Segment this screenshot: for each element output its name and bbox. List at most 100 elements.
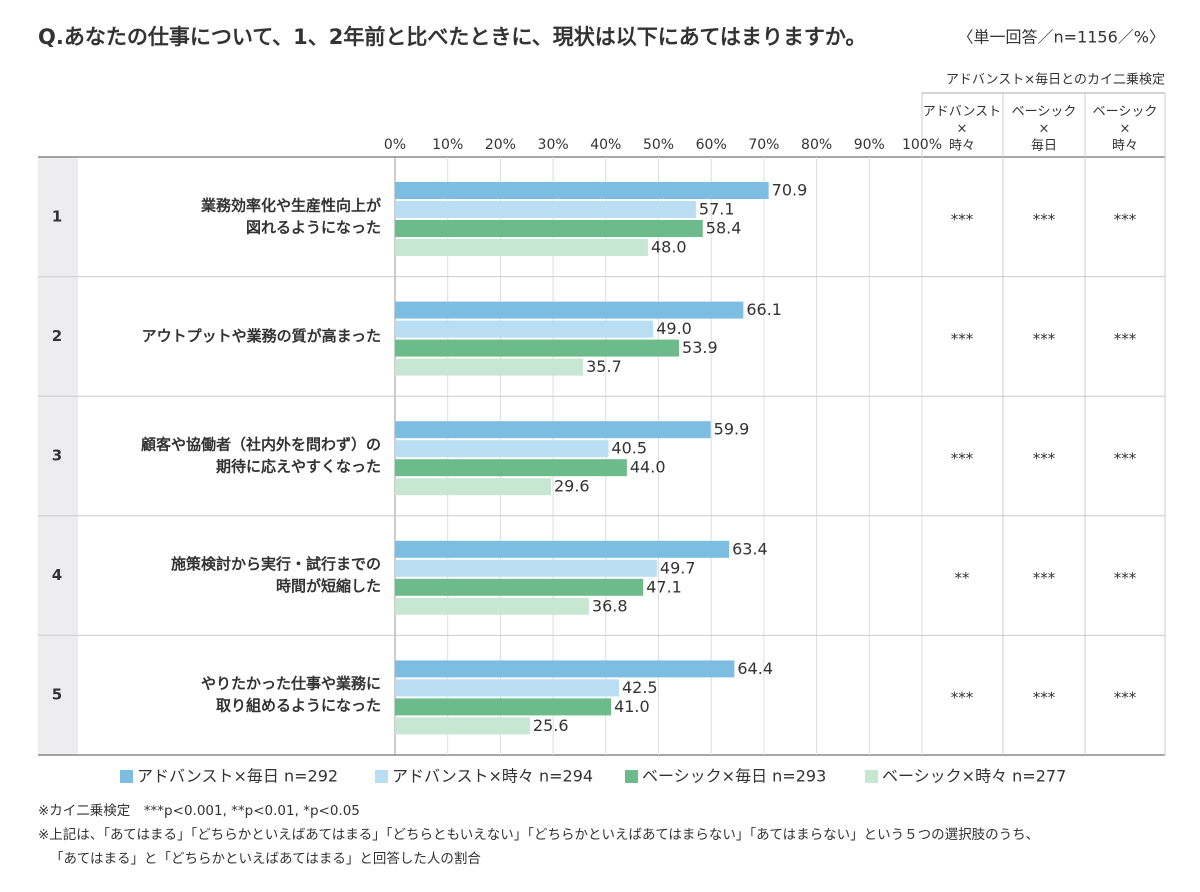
bar bbox=[395, 320, 654, 338]
value-label: 63.4 bbox=[732, 539, 768, 558]
test-column-header: × bbox=[1120, 122, 1131, 137]
value-label: 44.0 bbox=[630, 458, 666, 477]
test-column-header: 時々 bbox=[1112, 139, 1138, 154]
value-label: 53.9 bbox=[682, 338, 718, 357]
legend-swatch bbox=[625, 770, 638, 783]
significance: *** bbox=[1033, 210, 1056, 228]
value-label: 41.0 bbox=[614, 697, 650, 716]
x-tick-label: 70% bbox=[748, 137, 779, 153]
significance: *** bbox=[1114, 569, 1137, 587]
x-tick-label: 40% bbox=[590, 137, 621, 153]
value-label: 66.1 bbox=[746, 300, 782, 319]
test-column-header: アドバンスト bbox=[923, 105, 1001, 120]
x-tick-label: 100% bbox=[902, 137, 942, 153]
significance: *** bbox=[951, 450, 974, 468]
chart-title: Q.あなたの仕事について、1、2年前と比べたときに、現状は以下にあてはまりますか… bbox=[38, 25, 866, 49]
legend-label: アドバンスト×毎日 n=292 bbox=[137, 767, 338, 786]
value-label: 42.5 bbox=[622, 678, 658, 697]
significance: *** bbox=[1114, 689, 1137, 707]
value-label: 64.4 bbox=[737, 659, 773, 678]
bar bbox=[395, 339, 680, 357]
value-label: 49.7 bbox=[660, 558, 696, 577]
legend-swatch bbox=[375, 770, 388, 783]
bar bbox=[395, 660, 735, 678]
bar bbox=[395, 358, 584, 376]
x-tick-label: 60% bbox=[696, 137, 727, 153]
significance: *** bbox=[951, 689, 974, 707]
footnote: ※カイ二乗検定 ***p<0.001, **p<0.01, *p<0.05 bbox=[38, 803, 360, 819]
x-tick-label: 10% bbox=[432, 137, 463, 153]
bar bbox=[395, 597, 589, 615]
bar bbox=[395, 182, 769, 199]
value-label: 40.5 bbox=[611, 439, 647, 458]
bar bbox=[395, 459, 627, 477]
bar bbox=[395, 478, 551, 496]
bar bbox=[395, 717, 530, 735]
value-label: 48.0 bbox=[651, 238, 687, 257]
x-tick-label: 50% bbox=[643, 137, 674, 153]
significance: *** bbox=[1114, 330, 1137, 348]
value-label: 29.6 bbox=[554, 477, 590, 496]
row-number: 5 bbox=[52, 686, 62, 704]
x-tick-label: 80% bbox=[801, 137, 832, 153]
significance: ** bbox=[955, 569, 971, 587]
x-tick-label: 20% bbox=[485, 137, 516, 153]
significance: *** bbox=[1033, 450, 1056, 468]
value-label: 47.1 bbox=[646, 577, 682, 596]
bar bbox=[395, 698, 612, 716]
bar bbox=[395, 421, 711, 439]
significance: *** bbox=[951, 210, 974, 228]
bar bbox=[395, 301, 744, 319]
footnote: 「あてはまる」と「どちらかといえばあてはまる」と回答した人の割合 bbox=[50, 850, 481, 867]
footnote: ※上記は、「あてはまる」「どちらかといえばあてはまる」「どちらともいえない」「ど… bbox=[38, 826, 1039, 843]
test-column-header: 毎日 bbox=[1031, 138, 1057, 154]
x-tick-label: 0% bbox=[384, 137, 406, 153]
value-label: 36.8 bbox=[592, 596, 628, 615]
category-label: 時間が短縮した bbox=[276, 577, 381, 595]
value-label: 49.0 bbox=[656, 319, 692, 338]
x-tick-label: 30% bbox=[538, 137, 569, 153]
test-column-header: 時々 bbox=[949, 139, 975, 154]
test-title: アドバンスト×毎日とのカイ二乗検定 bbox=[946, 72, 1165, 88]
value-label: 25.6 bbox=[533, 716, 569, 735]
row-number-column bbox=[38, 157, 78, 755]
legend-label: ベーシック×毎日 n=293 bbox=[642, 767, 826, 786]
category-label: やりたかった仕事や業務に bbox=[201, 675, 381, 693]
category-label: 取り組めるようになった bbox=[216, 697, 381, 715]
bar bbox=[395, 440, 609, 458]
row-number: 3 bbox=[52, 447, 62, 465]
value-label: 70.9 bbox=[772, 181, 808, 200]
category-label: 顧客や協働者（社内外を問わず）の bbox=[141, 436, 381, 454]
value-label: 57.1 bbox=[699, 200, 735, 219]
significance: *** bbox=[1033, 689, 1056, 707]
row-number: 4 bbox=[52, 566, 62, 584]
bar bbox=[395, 220, 703, 237]
bar bbox=[395, 540, 730, 558]
bar bbox=[395, 239, 648, 256]
category-label: アウトプットや業務の質が高まった bbox=[142, 327, 381, 345]
category-label: 施策検討から実行・試行までの bbox=[171, 555, 381, 573]
value-label: 35.7 bbox=[586, 357, 622, 376]
category-label: 期待に応えやすくなった bbox=[216, 458, 381, 476]
x-tick-label: 90% bbox=[854, 137, 885, 153]
chart-subtitle: 〈単一回答／n=1156／%〉 bbox=[958, 28, 1165, 47]
test-column-header: ベーシック bbox=[1093, 105, 1158, 120]
significance: *** bbox=[951, 330, 974, 348]
test-column-header: ベーシック bbox=[1012, 105, 1077, 120]
legend-label: ベーシック×時々 n=277 bbox=[882, 767, 1066, 786]
value-label: 58.4 bbox=[706, 219, 742, 238]
category-label: 業務効率化や生産性向上が bbox=[200, 196, 382, 214]
row-number: 1 bbox=[52, 207, 62, 225]
bar bbox=[395, 578, 644, 596]
significance: *** bbox=[1114, 450, 1137, 468]
row-number: 2 bbox=[52, 327, 62, 345]
bar bbox=[395, 679, 619, 697]
legend-swatch bbox=[865, 770, 878, 783]
test-column-header: × bbox=[957, 122, 968, 137]
value-label: 59.9 bbox=[714, 420, 750, 439]
significance: *** bbox=[1114, 210, 1137, 228]
bar bbox=[395, 201, 696, 218]
significance: *** bbox=[1033, 330, 1056, 348]
significance: *** bbox=[1033, 569, 1056, 587]
